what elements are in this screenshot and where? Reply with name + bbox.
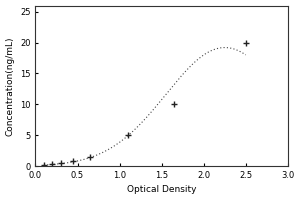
Y-axis label: Concentration(ng/mL): Concentration(ng/mL) [6, 36, 15, 136]
X-axis label: Optical Density: Optical Density [127, 185, 196, 194]
